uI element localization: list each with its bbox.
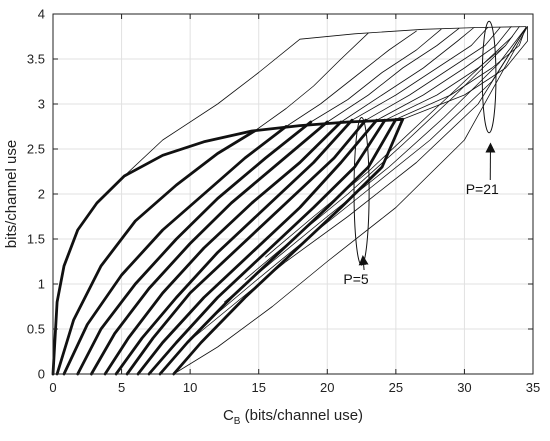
- p5-series-line: [76, 120, 313, 376]
- p21-series-line: [203, 27, 527, 325]
- y-tick-label: 1: [38, 277, 45, 292]
- p5-series-line: [103, 120, 343, 376]
- p5-series-line: [90, 120, 329, 376]
- annotation-label: P=5: [343, 271, 369, 287]
- y-tick-label: 2: [38, 187, 45, 202]
- annotation-arrow: [358, 255, 369, 271]
- x-tick-label: 10: [183, 380, 197, 395]
- p21-series-line: [285, 30, 417, 127]
- p21-series-line: [254, 32, 369, 132]
- axis-ticks: 0 5 10 15 20 25 30 35 0 0.5 1 1.5 2 2.5 3 3.5 4: [27, 7, 540, 396]
- p21-series-line: [340, 27, 475, 123]
- p21-series-line: [123, 26, 527, 177]
- y-tick-label: 3.5: [27, 52, 45, 67]
- p21-series-line: [351, 27, 489, 121]
- y-tick-label: 0.5: [27, 322, 45, 337]
- p21-series-line: [384, 26, 520, 121]
- p21-series-line: [310, 28, 442, 123]
- p5-series-group: [51, 117, 405, 376]
- x-tick-label: 5: [118, 380, 125, 395]
- annotations: P=5 P=21: [343, 20, 499, 287]
- p5-series-line: [125, 118, 368, 376]
- y-tick-label: 1.5: [27, 232, 45, 247]
- p21-series-group: [123, 26, 528, 375]
- p21-series-line: [326, 27, 460, 123]
- p21-series-line: [376, 26, 512, 121]
- y-tick-label: 2.5: [27, 142, 45, 157]
- p21-series-line: [265, 36, 513, 258]
- annotation-ellipse: [481, 20, 497, 134]
- x-tick-label: 20: [320, 380, 334, 395]
- x-tick-label: 30: [457, 380, 471, 395]
- p5-series-line: [55, 129, 257, 376]
- y-tick-label: 3: [38, 97, 45, 112]
- p21-series-line: [395, 26, 527, 120]
- annotation-label: P=21: [466, 181, 499, 197]
- p5-series-line: [114, 118, 354, 376]
- x-tick-label: 35: [526, 380, 540, 395]
- p21-series-line: [223, 27, 527, 303]
- y-tick-label: 4: [38, 7, 45, 22]
- x-tick-label: 25: [389, 380, 403, 395]
- p21-series-line: [186, 27, 527, 343]
- p21-series-line: [402, 26, 528, 120]
- x-axis-label: CB (bits/channel use): [223, 407, 363, 427]
- p21-series-line: [173, 26, 528, 375]
- x-tick-label: 0: [49, 380, 56, 395]
- p5-series-line: [51, 117, 405, 376]
- x-tick-label: 15: [251, 380, 265, 395]
- p5-series-line: [172, 117, 405, 376]
- p5-series-line: [136, 118, 379, 376]
- p21-series-line: [365, 27, 501, 121]
- y-tick-label: 0: [38, 367, 45, 382]
- y-axis-label: bits/channel use: [3, 140, 20, 248]
- p5-series-line: [62, 125, 288, 376]
